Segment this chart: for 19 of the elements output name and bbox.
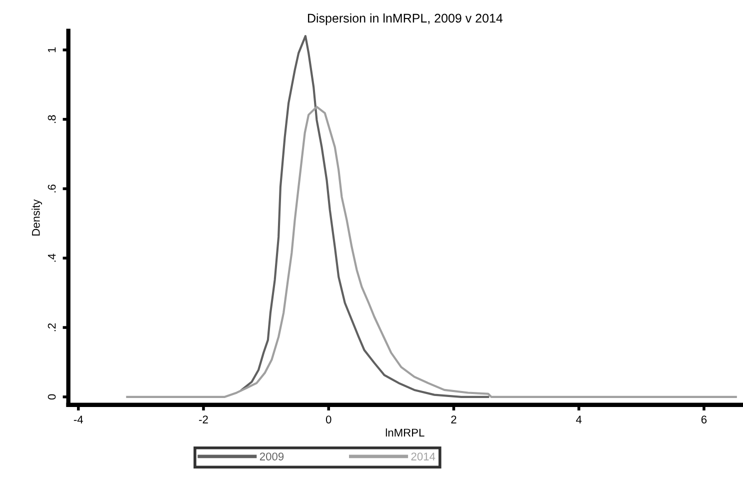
y-tick-label: .6 (48, 184, 56, 192)
y-tick-label: 0 (48, 394, 56, 400)
y-tick-label: .2 (48, 323, 56, 332)
y-axis-title: Density (32, 199, 42, 236)
x-tick-label: -4 (74, 416, 83, 424)
x-axis-title: lnMRPL (386, 428, 424, 436)
x-tick-label: -2 (199, 416, 208, 424)
y-tick-label: 1 (48, 47, 56, 52)
x-tick-label: 4 (576, 416, 582, 424)
line-series (240, 35, 490, 398)
x-tick-label: 0 (326, 416, 332, 424)
text: 2014 (411, 452, 436, 460)
x-tick-label: 6 (701, 416, 707, 424)
x-tick-label: 2 (451, 416, 456, 424)
text: 2009 (260, 452, 284, 460)
y-tick-label: .4 (48, 254, 56, 262)
chart-title: Dispersion in lnMRPL, 2009 v 2014 (308, 13, 503, 26)
line-series (126, 106, 737, 398)
y-tick-label: .8 (48, 115, 56, 123)
